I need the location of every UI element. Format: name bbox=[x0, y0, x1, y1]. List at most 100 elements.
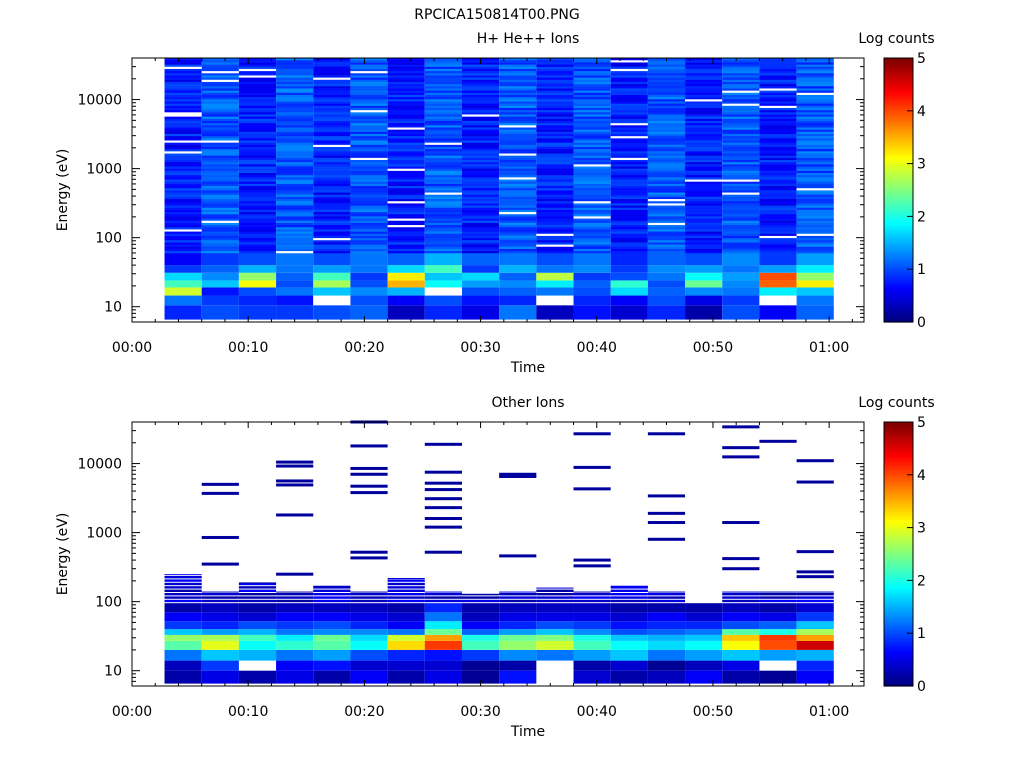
heatmap-cell bbox=[164, 218, 202, 221]
heatmap-cell bbox=[424, 155, 462, 158]
heatmap-cell bbox=[461, 229, 500, 232]
heatmap-cell bbox=[685, 244, 723, 247]
colorbar-swatch bbox=[884, 488, 913, 492]
heatmap-cell bbox=[201, 166, 239, 169]
colorbar-swatch bbox=[884, 559, 913, 563]
heatmap-cell bbox=[610, 305, 648, 320]
heatmap-cell bbox=[796, 305, 834, 320]
heatmap-cell bbox=[313, 122, 351, 126]
heatmap-cell bbox=[313, 85, 351, 89]
heatmap-cell bbox=[759, 164, 797, 167]
heatmap-cell bbox=[499, 226, 537, 230]
heatmap-cell bbox=[499, 166, 537, 169]
heatmap-cell bbox=[573, 231, 611, 234]
heatmap-cell bbox=[424, 280, 462, 288]
heatmap-cell bbox=[276, 172, 314, 176]
heatmap-cell bbox=[387, 103, 425, 106]
heatmap-cell bbox=[461, 159, 500, 163]
heatmap-cell bbox=[610, 220, 648, 223]
heatmap-cell bbox=[424, 157, 462, 161]
heatmap-cell bbox=[610, 142, 648, 145]
heatmap-cell bbox=[610, 133, 648, 137]
heatmap-cell bbox=[722, 155, 760, 158]
heatmap-cell bbox=[387, 629, 425, 635]
heatmap-cell bbox=[722, 179, 760, 182]
heatmap-cell bbox=[610, 146, 648, 150]
heatmap-cell bbox=[424, 612, 462, 622]
colorbar-swatch bbox=[884, 538, 913, 542]
heatmap-cell bbox=[387, 218, 425, 221]
heatmap-cell bbox=[610, 222, 648, 226]
heatmap-cell bbox=[759, 213, 797, 217]
heatmap-cell bbox=[759, 220, 797, 223]
heatmap-cell bbox=[350, 287, 388, 296]
heatmap-cell bbox=[610, 295, 648, 306]
heatmap-cell bbox=[313, 114, 351, 117]
heatmap-cell bbox=[313, 237, 351, 241]
heatmap-cell bbox=[573, 244, 611, 247]
heatmap-cell bbox=[424, 140, 462, 143]
heatmap-cell bbox=[685, 83, 723, 87]
heatmap-cell bbox=[387, 200, 425, 204]
heatmap-cell bbox=[387, 153, 425, 156]
heatmap-cell bbox=[424, 103, 462, 106]
heatmap-cell bbox=[573, 92, 611, 95]
heatmap-cell bbox=[350, 161, 388, 165]
heatmap-cell bbox=[685, 196, 723, 200]
heatmap-cell bbox=[164, 92, 202, 95]
heatmap-cell bbox=[238, 88, 277, 91]
heatmap-cell bbox=[536, 248, 574, 252]
heatmap-cell bbox=[573, 151, 611, 154]
heatmap-cell bbox=[461, 196, 500, 200]
heatmap-cell bbox=[164, 75, 202, 78]
heatmap-cell bbox=[722, 72, 760, 76]
heatmap-cell bbox=[536, 222, 574, 226]
heatmap-cell bbox=[722, 190, 760, 193]
heatmap-cell bbox=[201, 272, 239, 281]
heatmap-cell bbox=[759, 105, 797, 108]
heatmap-cell bbox=[276, 198, 314, 202]
heatmap-cell bbox=[610, 131, 648, 134]
heatmap-cell bbox=[573, 120, 611, 124]
heatmap-cell bbox=[461, 200, 500, 204]
colorbar-swatch bbox=[884, 585, 913, 589]
heatmap-cell bbox=[536, 629, 574, 635]
heatmap-cell bbox=[759, 146, 797, 150]
colorbar-swatch bbox=[884, 168, 913, 173]
heatmap-cell bbox=[722, 92, 760, 95]
heatmap-cell bbox=[536, 109, 574, 113]
heatmap-cell bbox=[276, 125, 314, 128]
heatmap-cell bbox=[350, 244, 388, 247]
heatmap-cell bbox=[424, 133, 462, 137]
heatmap-cell bbox=[387, 144, 425, 148]
heatmap-cell bbox=[499, 127, 537, 130]
heatmap-cell bbox=[610, 81, 648, 85]
colorbar-tick-label: 0 bbox=[917, 679, 926, 695]
heatmap-cell bbox=[722, 660, 760, 671]
heatmap-cell bbox=[461, 237, 500, 241]
heatmap-cell bbox=[536, 88, 574, 91]
heatmap-cell bbox=[536, 118, 574, 121]
heatmap-cell bbox=[499, 474, 537, 478]
heatmap-cell bbox=[387, 226, 425, 230]
heatmap-cell bbox=[610, 88, 648, 91]
heatmap-cell bbox=[238, 64, 277, 67]
heatmap-cell bbox=[722, 129, 760, 132]
heatmap-cell bbox=[424, 122, 462, 126]
heatmap-cell bbox=[647, 216, 686, 219]
heatmap-cell bbox=[647, 122, 686, 126]
heatmap-cell bbox=[164, 239, 202, 243]
heatmap-cell bbox=[610, 599, 648, 603]
heatmap-cell bbox=[276, 513, 314, 517]
heatmap-cell bbox=[685, 248, 723, 252]
heatmap-cell bbox=[350, 205, 388, 208]
heatmap-cell bbox=[722, 265, 760, 273]
heatmap-cell bbox=[722, 151, 760, 154]
heatmap-cell bbox=[164, 200, 202, 204]
y-axis-label: Energy (eV) bbox=[55, 149, 71, 232]
heatmap-cell bbox=[610, 194, 648, 197]
heatmap-cell bbox=[573, 465, 611, 469]
heatmap-cell bbox=[573, 621, 611, 630]
heatmap-cell bbox=[164, 135, 202, 139]
heatmap-cell bbox=[573, 226, 611, 230]
